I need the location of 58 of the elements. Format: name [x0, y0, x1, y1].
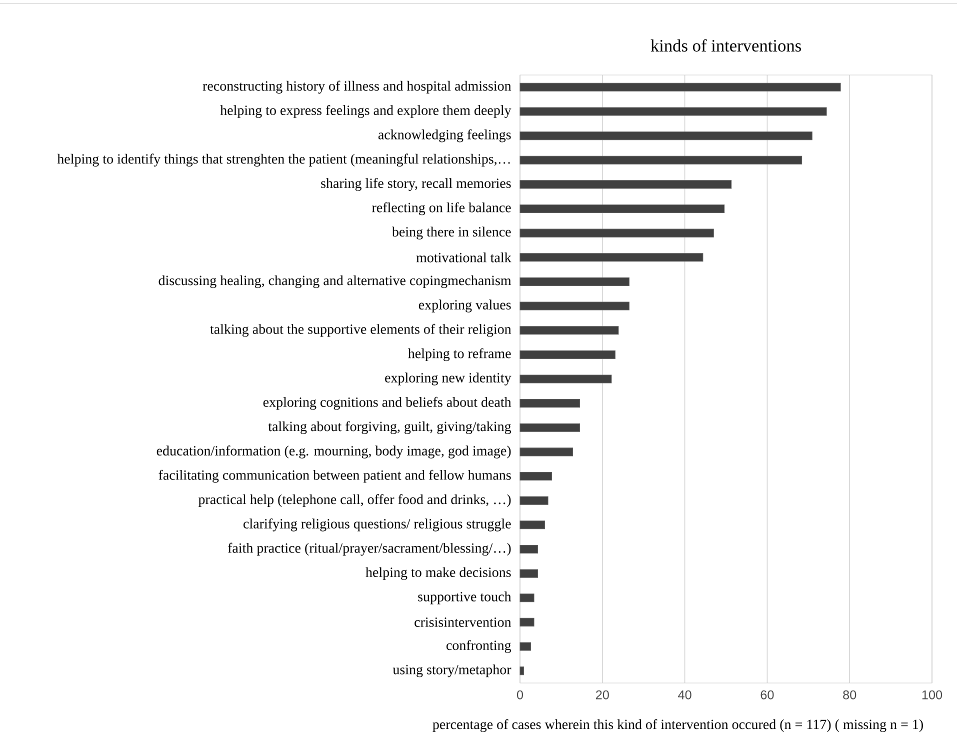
bar	[520, 618, 534, 626]
x-tick-label: 80	[843, 690, 856, 700]
bar	[520, 423, 580, 432]
bar	[520, 107, 827, 116]
bar	[520, 277, 630, 286]
x-tick-label: 40	[678, 690, 692, 700]
y-tick-label: exploring cognitions and beliefs about death	[263, 396, 512, 410]
bar	[520, 253, 704, 262]
y-tick-label: sharing life story, recall memories	[321, 178, 511, 191]
bar	[520, 520, 545, 530]
y-tick-label: being there in silence	[392, 226, 511, 240]
y-tick-label: exploring new identity	[385, 372, 512, 386]
y-tick-label: confronting	[446, 640, 512, 653]
bar	[520, 228, 714, 238]
y-tick-label: supportive touch	[418, 592, 512, 604]
x-tick-label: 20	[596, 690, 609, 700]
y-tick-label: talking about forgiving, guilt, giving/taking	[268, 421, 512, 434]
bar	[520, 374, 612, 384]
y-tick-label: exploring values	[418, 300, 511, 312]
bar	[520, 180, 732, 189]
y-tick-label: reflecting on life balance	[372, 202, 511, 216]
bar	[520, 472, 552, 481]
bar	[520, 666, 524, 676]
bar	[520, 350, 616, 359]
y-tick-label: faith practice (ritual/prayer/sacrament/blessing/…)	[228, 542, 511, 556]
bar	[520, 569, 538, 578]
y-tick-label: practical help (telephone call, offer food and drinks, …)	[198, 494, 511, 507]
y-tick-label: using story/metaphor	[392, 664, 512, 678]
bar	[520, 399, 580, 408]
x-tick-label: 60	[760, 690, 774, 700]
bar	[520, 642, 531, 651]
y-tick-label: clarifying religious questions/ religious struggle	[244, 518, 511, 532]
y-tick-label: helping to identify things that strenghten the patient (meaningful relationships,…	[57, 154, 510, 167]
bar	[520, 544, 538, 554]
bar	[520, 594, 534, 602]
x-axis-title: percentage of cases wherein this kind of intervention occured (n = 117) ( missing n = 1)	[432, 719, 923, 732]
y-tick-label: helping to make decisions	[366, 567, 511, 580]
y-tick-label: helping to reframe	[408, 348, 511, 362]
y-tick-label: facilitating communication between patient and fellow humans	[158, 470, 511, 483]
bar	[520, 302, 630, 310]
y-tick-label: education/information (e.g. mourning, body image, god image)	[156, 446, 511, 458]
bar	[520, 496, 548, 505]
y-tick-label: helping to express feelings and explore them deeply	[220, 105, 512, 118]
bar	[520, 204, 725, 214]
bar	[520, 82, 841, 92]
y-tick-label: discussing healing, changing and alternative copingmechanism	[158, 275, 512, 288]
bar	[520, 156, 802, 164]
y-tick-label: talking about the supportive elements of their religion	[210, 324, 512, 337]
x-tick-label: 100	[922, 690, 942, 700]
x-tick-label: 0	[516, 690, 524, 700]
y-tick-label: reconstructing history of illness and hospital admission	[202, 80, 512, 94]
y-tick-label: acknowledging feelings	[378, 129, 511, 142]
bar	[520, 448, 574, 456]
chart-title: kinds of interventions	[650, 39, 801, 52]
bar	[520, 326, 619, 335]
y-tick-label: crisisintervention	[414, 617, 512, 627]
y-tick-label: motivational talk	[416, 252, 512, 262]
bar	[520, 132, 812, 140]
